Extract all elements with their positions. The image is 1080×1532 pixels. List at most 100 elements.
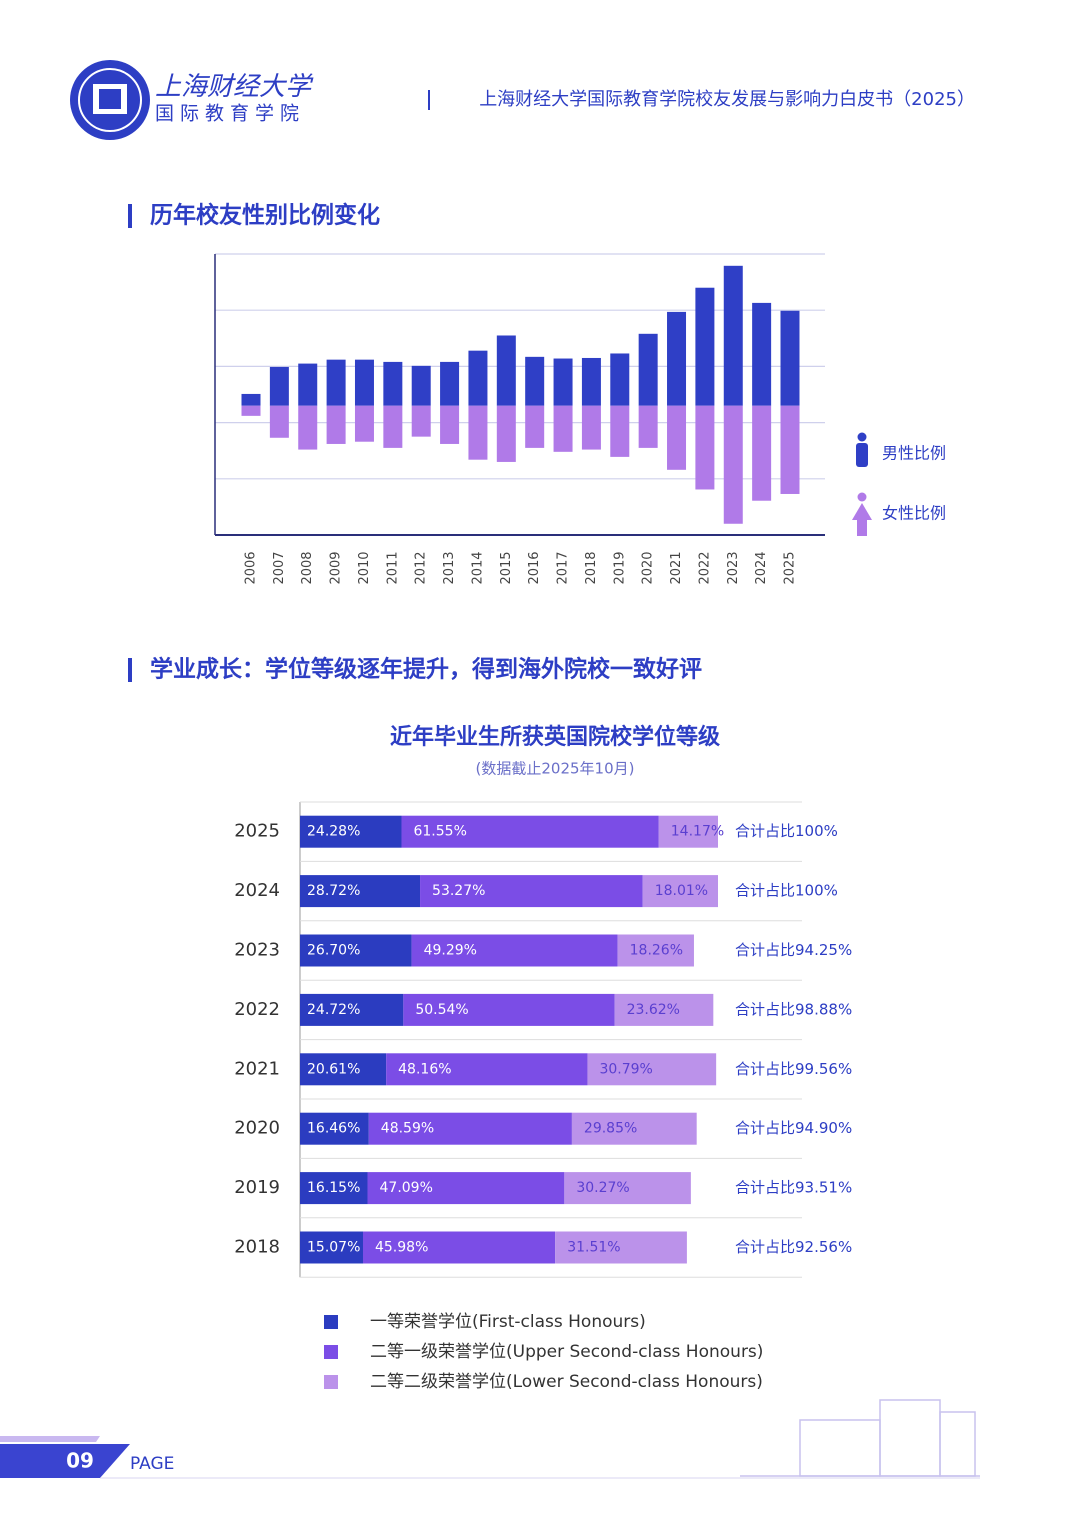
bar-segment [555, 1231, 687, 1264]
value-label: 18.26% [630, 943, 683, 959]
x-tick-label: 2012 [414, 551, 429, 584]
bar-segment [411, 934, 618, 967]
bar-segment [642, 875, 718, 908]
bar-segment [300, 1053, 387, 1086]
logo [70, 60, 150, 140]
bar-segment [300, 993, 404, 1026]
value-label: 48.59% [381, 1121, 434, 1137]
legend-swatch [324, 1375, 338, 1389]
value-label: 16.46% [307, 1121, 360, 1137]
bar [298, 405, 318, 450]
section-title: 历年校友性别比例变化 [150, 202, 380, 229]
bar [553, 358, 573, 406]
value-label: 45.98% [375, 1240, 428, 1256]
value-label: 29.85% [584, 1121, 637, 1137]
legend-icon [857, 432, 867, 442]
bar [298, 363, 318, 406]
value-label: 18.01% [655, 883, 708, 899]
x-tick-label: 2019 [612, 551, 627, 584]
total-label: 合计占比94.25% [735, 941, 852, 959]
total-label: 合计占比99.56% [735, 1060, 852, 1078]
value-label: 31.51% [567, 1240, 620, 1256]
value-label: 24.72% [307, 1002, 360, 1018]
value-label: 23.62% [627, 1002, 680, 1018]
bar [695, 287, 715, 406]
x-tick-label: 2009 [329, 551, 344, 584]
section-title: 学业成长：学位等级逐年提升，得到海外院校一致好评 [150, 656, 702, 683]
bar [752, 302, 772, 406]
bar-segment [300, 875, 421, 908]
x-tick-label: 2025 [783, 551, 798, 584]
value-label: 26.70% [307, 943, 360, 959]
bar [610, 405, 630, 457]
x-tick-label: 2014 [470, 551, 485, 584]
bar [780, 310, 800, 406]
value-label: 15.07% [307, 1240, 360, 1256]
bar [780, 405, 800, 494]
bar [723, 405, 743, 524]
bar-segment [617, 934, 694, 967]
x-tick-label: 2018 [584, 551, 599, 584]
bar [525, 405, 545, 448]
bar [440, 405, 460, 444]
bar [695, 405, 715, 490]
bar [752, 405, 772, 501]
bar [440, 361, 460, 406]
page-badge [0, 1444, 130, 1478]
bar [269, 366, 289, 406]
bar-segment [300, 1231, 363, 1264]
x-tick-label: 2008 [300, 551, 315, 584]
x-tick-label: 2006 [244, 551, 259, 584]
bar-segment [386, 1053, 588, 1086]
bar [411, 405, 431, 437]
value-label: 14.17% [671, 824, 724, 840]
x-tick-label: 2020 [641, 551, 656, 584]
legend-swatch [324, 1315, 338, 1329]
legend-icon [857, 520, 867, 536]
bar [468, 350, 488, 406]
bar-segment [614, 993, 714, 1026]
x-tick-label: 2010 [357, 551, 372, 584]
category-label: 2020 [234, 1118, 280, 1139]
building-illustration [740, 1399, 980, 1477]
total-label: 合计占比100% [735, 882, 838, 900]
bar-segment [362, 1231, 556, 1264]
bar [610, 353, 630, 406]
x-tick-label: 2024 [754, 551, 769, 584]
category-label: 2022 [234, 999, 280, 1020]
legend-label: 一等荣誉学位(First-class Honours) [370, 1312, 646, 1332]
bar [326, 359, 346, 406]
bar [383, 405, 403, 448]
value-label: 30.27% [576, 1180, 629, 1196]
x-tick-label: 2017 [556, 551, 571, 584]
legend-swatch [324, 1345, 338, 1359]
total-label: 合计占比94.90% [735, 1119, 852, 1137]
total-label: 合计占比98.88% [735, 1000, 852, 1018]
total-label: 合计占比92.56% [735, 1238, 852, 1256]
logo-subtitle: 国际教育学院 [155, 103, 305, 125]
legend-label: 女性比例 [882, 504, 946, 523]
chart-title: 近年毕业生所获英国院校学位等级 [390, 724, 720, 750]
bar [581, 405, 601, 450]
x-tick-label: 2023 [726, 551, 741, 584]
title-divider [428, 90, 430, 110]
bar-segment [403, 993, 615, 1026]
value-label: 20.61% [307, 1061, 360, 1077]
bar [667, 405, 687, 470]
page-label: PAGE [130, 1454, 174, 1474]
legend-label: 男性比例 [882, 444, 946, 463]
legend-icon [857, 492, 867, 502]
bar [496, 405, 516, 462]
legend-label: 二等一级荣誉学位(Upper Second-class Honours) [370, 1342, 763, 1362]
value-label: 53.27% [432, 883, 485, 899]
bar-segment [300, 934, 412, 967]
bar [354, 359, 374, 406]
value-label: 24.28% [307, 824, 360, 840]
section-marker [128, 204, 132, 228]
section-marker [128, 658, 132, 682]
x-tick-label: 2013 [442, 551, 457, 584]
bar [525, 356, 545, 406]
bar-segment [368, 1112, 572, 1145]
logo-title: 上海财经大学 [155, 72, 314, 102]
